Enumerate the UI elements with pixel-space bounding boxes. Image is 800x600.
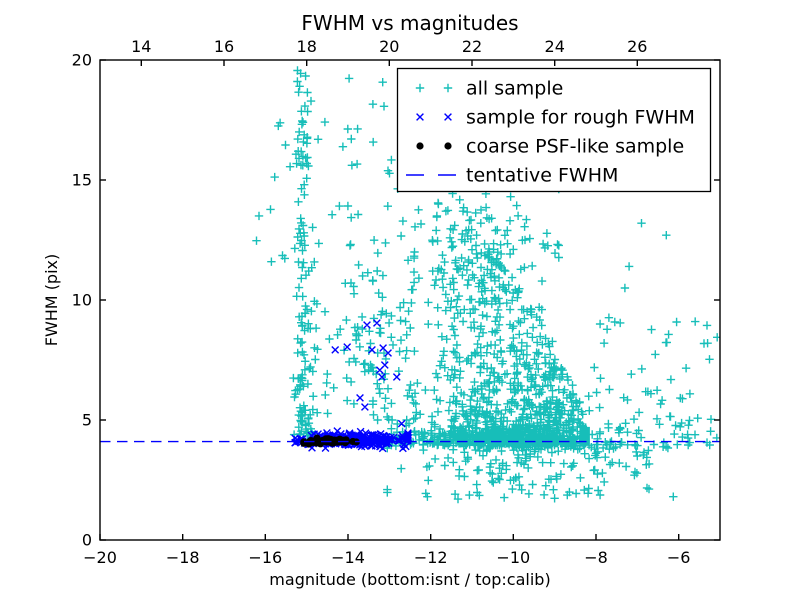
dot-marker-icon [444,142,452,150]
x-tick-label: −10 [496,548,530,567]
top-tick-label: 26 [627,37,647,56]
x-marker-icon [416,113,452,121]
axes-layer: −20 −18 −16 −14 −12 −10 −8 −6 14 16 18 20 22 24 26 0 5 10… [72,37,721,567]
x-axis-label: magnitude (bottom:isnt / top:calib) [269,570,550,589]
y-tick-label: 0 [82,531,92,550]
legend-item-rough-fwhm: sample for rough FWHM [416,107,695,129]
legend-item-psf-sample: coarse PSF-like sample [416,136,684,158]
x-tick-label: −20 [83,548,117,567]
x-tick-label: −18 [166,548,200,567]
y-tick-label: 15 [72,171,92,190]
x-tick-label: −12 [414,548,448,567]
top-tick-label: 16 [214,37,234,56]
legend-item-all-sample: all sample [415,78,563,100]
legend-item-tentative-fwhm: tentative FWHM [406,165,618,187]
y-tick-label: 10 [72,291,92,310]
top-tick-label: 22 [462,37,482,56]
y-tick-label: 5 [82,411,92,430]
plot-data-layer [100,66,720,504]
top-tick-label: 14 [131,37,151,56]
top-tick-label: 20 [379,37,399,56]
x-tick-label: −6 [667,548,691,567]
top-tick-label: 18 [297,37,317,56]
top-tick-label: 24 [545,37,565,56]
plus-marker-icon [415,83,453,93]
x-tick-label: −16 [248,548,282,567]
legend-item-label: coarse PSF-like sample [466,136,684,158]
x-tick-label: −14 [331,548,365,567]
dot-marker-icon [416,142,424,150]
legend-item-label: tentative FWHM [466,165,618,187]
y-tick-label: 20 [72,51,92,70]
legend-item-label: sample for rough FWHM [466,107,695,129]
legend-frame [396,67,712,193]
x-tick-label: −8 [584,548,608,567]
legend-item-label: all sample [466,78,563,100]
legend: all sample sample for rough FWHM coarse … [396,67,712,193]
chart-title: FWHM vs magnitudes [301,11,518,35]
y-axis-label: FWHM (pix) [42,254,61,347]
